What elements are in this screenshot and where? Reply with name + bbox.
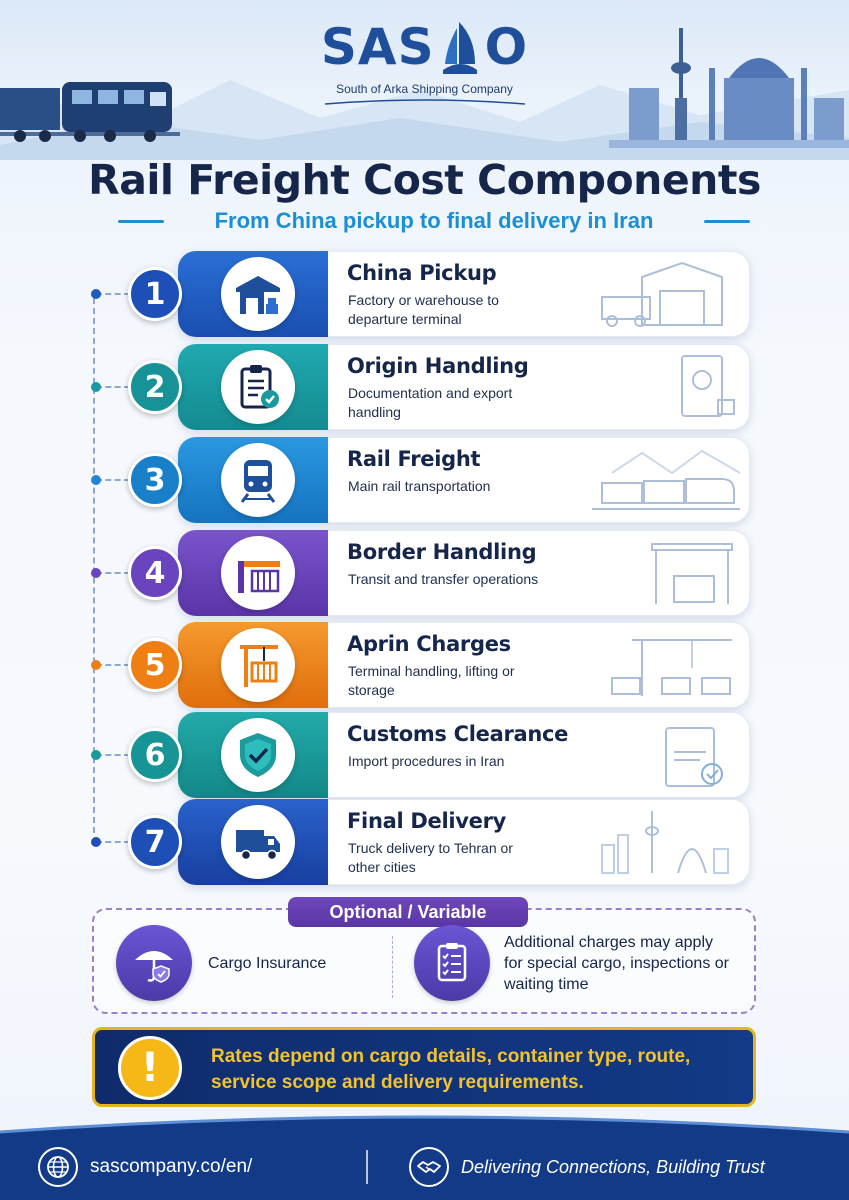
tehran-skyline-art [601, 811, 729, 874]
hero-banner [0, 0, 849, 160]
step-6: 6 Customs Clearance Import procedures in… [91, 712, 750, 798]
page-title: Rail Freight Cost Components [88, 156, 761, 204]
logo-tagline: South of Arka Shipping Company [336, 82, 513, 96]
step-description: Factory or warehouse to departure termin… [348, 292, 499, 327]
timeline-line [93, 298, 95, 833]
globe-icon [47, 1156, 69, 1178]
timeline-dot [91, 568, 101, 578]
step-title: Final Delivery [347, 809, 507, 833]
gantry-container-art [651, 543, 733, 604]
step-number: 3 [128, 453, 182, 507]
step-title: Rail Freight [347, 447, 481, 471]
brand-logo: SAS O South of Arka Shipping Company [0, 18, 849, 106]
notice-text: Rates depend on cargo details, container… [211, 1046, 691, 1093]
step-title: Customs Clearance [347, 722, 569, 746]
step-5: 5 Aprin Charges Terminal handling, lifti… [91, 622, 750, 708]
skyline-art [609, 28, 849, 148]
step-2: 2 Origin Handling Documentation and expo… [91, 344, 750, 430]
timeline-dot [91, 660, 101, 670]
step-title: China Pickup [347, 261, 497, 285]
timeline-dot [91, 475, 101, 485]
port-crane-art [611, 639, 732, 696]
additional-charges-item: Additional charges may apply for special… [414, 925, 734, 1001]
page-subtitle: From China pickup to final delivery in I… [214, 208, 654, 233]
step-4: 4 Border Handling Transit and transfer o… [91, 530, 750, 616]
step-description: Transit and transfer operations [348, 571, 539, 587]
warehouse-icon [236, 276, 280, 314]
handshake-icon [417, 1161, 441, 1173]
train-art [0, 82, 180, 142]
train-icon [240, 460, 276, 503]
footer-website[interactable]: sascompany.co/en/ [38, 1147, 252, 1187]
customs-document-art [665, 727, 723, 787]
footer-url[interactable]: sascompany.co/en/ [90, 1156, 253, 1177]
timeline-dot [91, 750, 101, 760]
footer-motto: Delivering Connections, Building Trust [461, 1156, 765, 1177]
subtitle-rule-left [118, 219, 164, 223]
step-description: Main rail transportation [348, 478, 491, 494]
step-title: Border Handling [347, 540, 537, 564]
timeline-dot [91, 382, 101, 392]
step-title: Aprin Charges [347, 632, 511, 656]
cargo-insurance-label: Cargo Insurance [208, 954, 327, 972]
step-description: Truck delivery to Tehran or other cities [348, 840, 513, 875]
logo-swoosh [324, 99, 525, 105]
step-description: Terminal handling, lifting or storage [348, 663, 515, 698]
optional-divider [392, 936, 393, 998]
step-number: 5 [128, 638, 182, 692]
footer: sascompany.co/en/ Delivering Connections… [0, 1110, 849, 1200]
step-7: 7 Final Delivery Truck delivery to Tehra… [91, 799, 750, 885]
footer-separator [366, 1150, 368, 1184]
clipboard-check-icon [240, 365, 279, 409]
optional-tag: Optional / Variable [288, 897, 528, 927]
sail-icon [442, 22, 477, 74]
checklist-icon [437, 943, 467, 982]
step-number: 7 [128, 815, 182, 869]
step-number: 1 [128, 267, 182, 321]
subtitle-rule-right [703, 219, 750, 223]
rates-notice: ! Rates depend on cargo details, contain… [92, 1027, 756, 1107]
exclamation-icon: ! [118, 1036, 182, 1100]
footer-motto-group: Delivering Connections, Building Trust [409, 1147, 765, 1187]
step-number: 6 [128, 728, 182, 782]
shield-check-icon [240, 733, 276, 777]
timeline-dot [91, 289, 101, 299]
step-1: 1 China Pickup Factory or warehouse to d… [91, 251, 750, 337]
timeline-dot [91, 837, 101, 847]
step-number: 2 [128, 360, 182, 414]
step-3: 3 Rail Freight Main rail transportation [91, 437, 750, 523]
umbrella-shield-icon [135, 951, 173, 983]
rail-train-art [592, 449, 741, 510]
passport-stamp-art [681, 355, 735, 417]
truck-icon [236, 830, 280, 861]
additional-charges-label: Additional charges may apply for special… [504, 933, 729, 993]
cargo-insurance-item: Cargo Insurance [116, 925, 326, 1001]
step-description: Documentation and export handling [348, 385, 513, 420]
step-title: Origin Handling [347, 354, 529, 378]
logo-text-left: SAS [320, 18, 435, 76]
logo-text-right: O [484, 18, 529, 76]
crane-icon [240, 645, 278, 687]
subtitle-row: From China pickup to final delivery in I… [118, 208, 750, 234]
step-number: 4 [128, 546, 182, 600]
border-gate-icon [238, 561, 280, 593]
warehouse-truck-art [601, 261, 723, 327]
step-description: Import procedures in Iran [348, 753, 505, 769]
